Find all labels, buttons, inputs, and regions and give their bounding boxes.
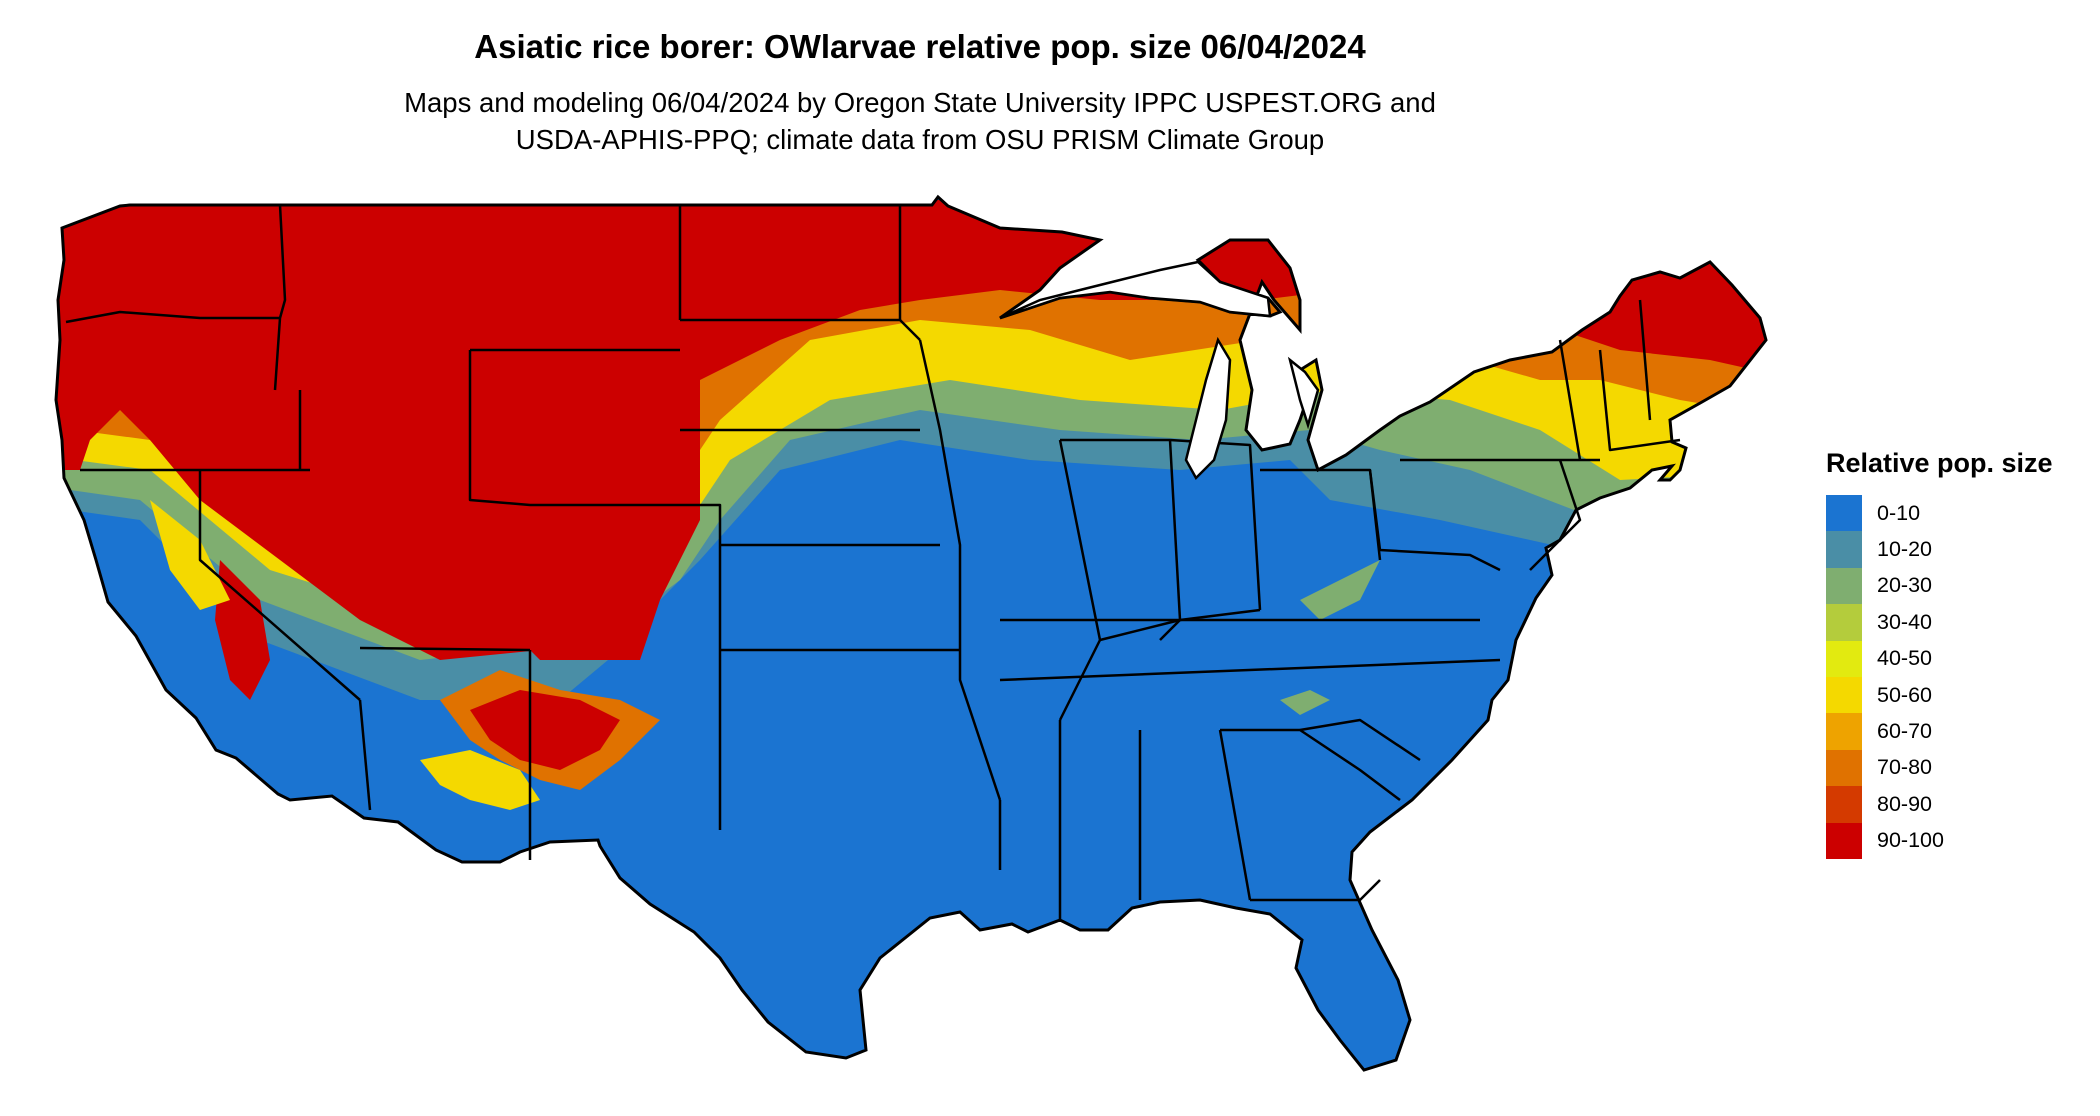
legend-label: 90-100	[1877, 828, 1944, 853]
legend-swatch	[1826, 713, 1862, 750]
legend-swatch	[1826, 495, 1862, 532]
legend-item: 30-40	[1826, 604, 2053, 641]
legend-swatch	[1826, 567, 1862, 605]
legend-swatch	[1826, 640, 1862, 677]
legend-label: 20-30	[1877, 573, 1932, 598]
legend-item: 0-10	[1826, 495, 2053, 532]
legend-label: 0-10	[1877, 500, 1921, 525]
map-subtitle: Maps and modeling 06/04/2024 by Oregon S…	[0, 84, 1840, 158]
legend-label: 70-80	[1877, 755, 1932, 780]
legend-title: Relative pop. size	[1826, 448, 2053, 478]
subtitle-line-2: USDA-APHIS-PPQ; climate data from OSU PR…	[515, 124, 1325, 155]
legend-item: 70-80	[1826, 749, 2053, 787]
legend-swatch	[1826, 749, 1862, 787]
legend-item: 20-30	[1826, 567, 2053, 605]
legend-item: 40-50	[1826, 640, 2053, 677]
legend-label: 10-20	[1877, 537, 1932, 562]
legend-label: 60-70	[1877, 719, 1932, 744]
legend-swatch	[1826, 676, 1862, 714]
legend-item: 50-60	[1826, 676, 2053, 714]
legend-item: 90-100	[1826, 822, 2053, 859]
subtitle-line-1: Maps and modeling 06/04/2024 by Oregon S…	[404, 87, 1436, 118]
legend-item: 10-20	[1826, 531, 2053, 568]
legend-item: 60-70	[1826, 713, 2053, 750]
legend-swatch	[1826, 531, 1862, 568]
legend-label: 40-50	[1877, 646, 1932, 671]
us-population-map	[54, 195, 1768, 1072]
legend-item: 80-90	[1826, 786, 2053, 823]
legend-label: 50-60	[1877, 682, 1932, 707]
legend: Relative pop. size 0-10 10-20 20-30 30-4…	[1826, 448, 2053, 859]
legend-swatch	[1826, 822, 1862, 859]
legend-label: 80-90	[1877, 791, 1932, 816]
legend-swatch	[1826, 786, 1862, 823]
legend-label: 30-40	[1877, 609, 1932, 634]
map-title: Asiatic rice borer: OWlarvae relative po…	[474, 28, 1366, 65]
legend-swatch	[1826, 604, 1862, 641]
